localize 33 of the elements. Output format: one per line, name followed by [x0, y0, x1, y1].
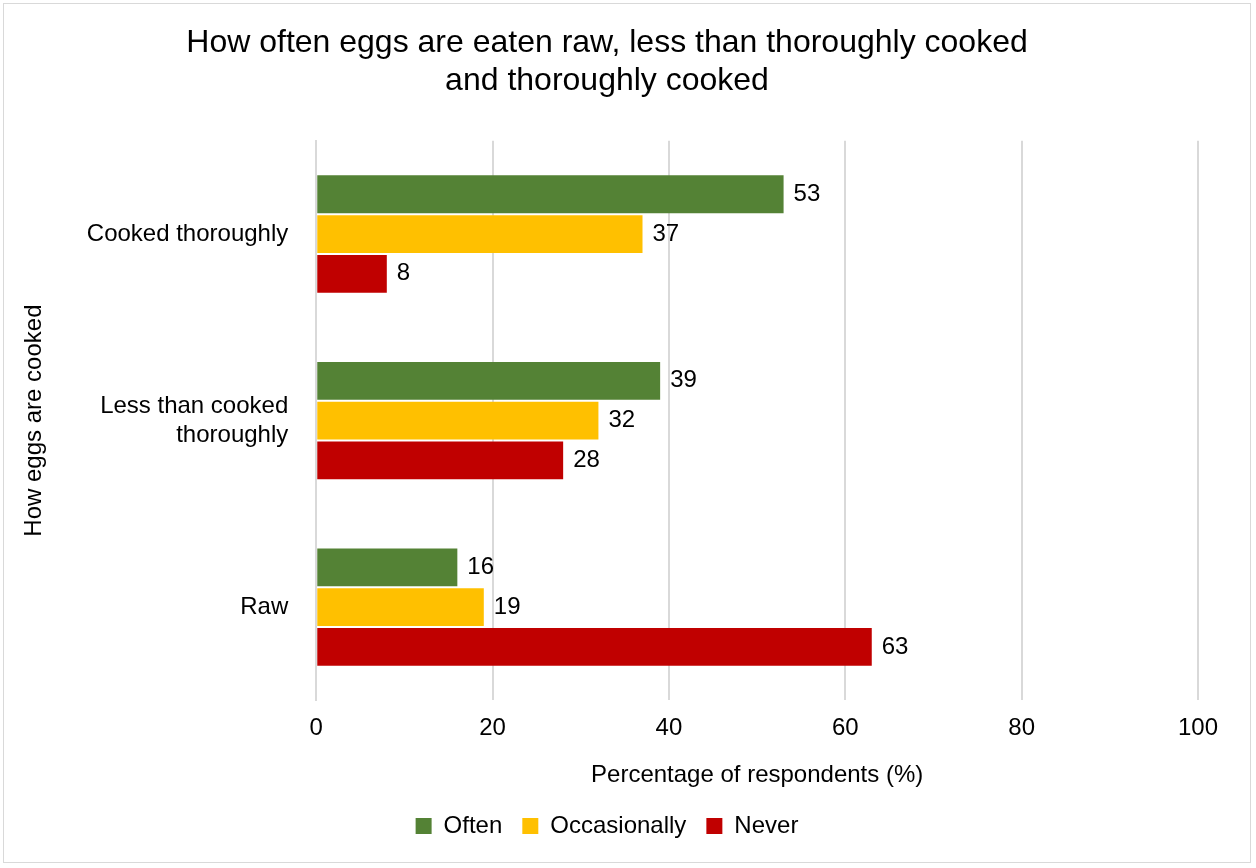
- data-label: 39: [670, 365, 697, 393]
- x-tick-label: 40: [655, 713, 683, 741]
- x-tick-label: 100: [1177, 713, 1219, 741]
- chart-title: How often eggs are eaten raw, less than thoroughly cooked and thoroughly cooked: [186, 23, 1028, 98]
- bar: [317, 588, 484, 627]
- data-label: 19: [493, 591, 521, 619]
- bar: [317, 401, 599, 440]
- legend-label: Never: [734, 810, 799, 838]
- bar: [317, 215, 643, 253]
- y-tick-label: Raw: [240, 591, 289, 619]
- bar: [317, 441, 564, 480]
- bar: [317, 548, 458, 587]
- x-tick-label: 80: [1008, 713, 1036, 741]
- data-label: 16: [467, 551, 495, 579]
- data-label: 32: [608, 405, 636, 433]
- legend-label: Often: [443, 810, 503, 838]
- data-label: 37: [652, 218, 680, 246]
- y-tick-label: Less than cooked thoroughly: [100, 390, 289, 447]
- data-label: 8: [396, 258, 411, 286]
- data-label: 28: [573, 445, 600, 473]
- y-axis-title: How eggs are cooked: [19, 304, 47, 537]
- bar: [317, 361, 661, 400]
- y-tick-label: Cooked thoroughly: [86, 218, 289, 246]
- x-tick-label: 0: [309, 713, 323, 741]
- x-tick-label: 20: [479, 713, 506, 741]
- bar: [317, 628, 872, 666]
- legend-label: Occasionally: [550, 810, 687, 838]
- x-axis-title: Percentage of respondents (%): [591, 760, 924, 788]
- data-label: 53: [793, 178, 821, 206]
- x-tick-label: 60: [831, 713, 859, 741]
- data-label: 63: [881, 631, 909, 659]
- bar: [317, 254, 387, 293]
- bar: [317, 175, 784, 214]
